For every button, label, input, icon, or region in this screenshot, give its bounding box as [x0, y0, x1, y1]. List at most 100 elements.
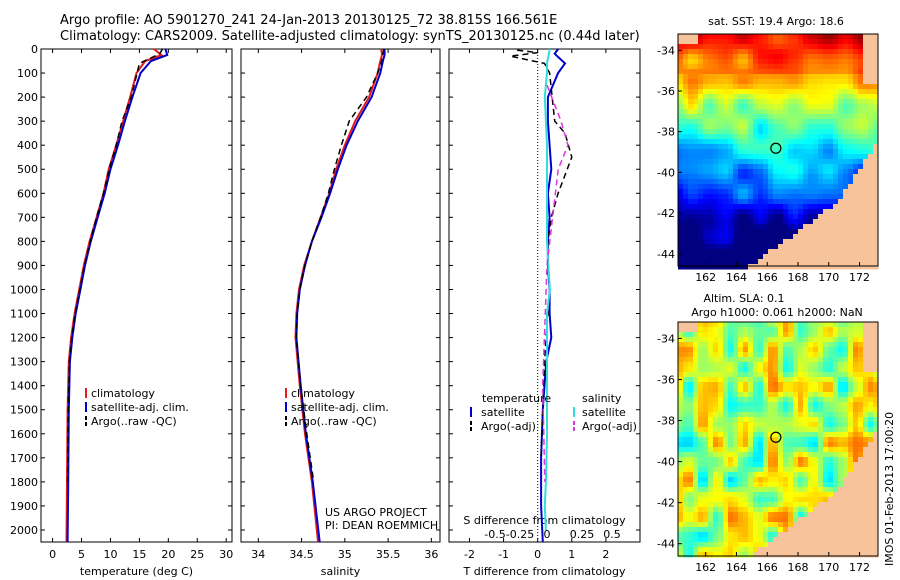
map-cell: [773, 154, 779, 160]
map-cell: [848, 44, 854, 50]
map-cell: [848, 482, 854, 488]
map-cell: [693, 129, 699, 135]
map-cell: [683, 342, 689, 348]
map-cell: [858, 224, 864, 230]
map-cell: [833, 542, 839, 548]
map-cell: [773, 542, 779, 548]
map-cell: [718, 69, 724, 75]
map-cell: [753, 249, 759, 255]
map-cell: [853, 452, 859, 458]
map-cell: [868, 542, 874, 548]
map-cell: [738, 407, 744, 413]
map-cell: [733, 164, 739, 170]
map-cell: [848, 104, 854, 110]
map-cell: [758, 49, 764, 55]
map-cell: [763, 39, 769, 45]
map-cell: [728, 104, 734, 110]
map-cell: [783, 512, 789, 518]
map-cell: [773, 552, 779, 558]
map-cell: [873, 184, 879, 190]
map-cell: [848, 194, 854, 200]
map-cell: [858, 552, 864, 558]
map-cell: [748, 49, 754, 55]
map-cell: [873, 249, 879, 255]
map-cell: [738, 497, 744, 503]
map-cell: [803, 332, 809, 338]
map-cell: [863, 259, 869, 265]
map-cell: [838, 447, 844, 453]
map-cell: [778, 59, 784, 65]
map-cell: [708, 342, 714, 348]
map-cell: [708, 119, 714, 125]
map-cell: [803, 184, 809, 190]
map-cell: [753, 184, 759, 190]
map-cell: [763, 357, 769, 363]
map-cell: [833, 179, 839, 185]
map-cell: [728, 129, 734, 135]
map-cell: [863, 467, 869, 473]
map-cell: [788, 472, 794, 478]
map-cell: [768, 39, 774, 45]
map-cell: [763, 327, 769, 333]
map-cell: [798, 492, 804, 498]
map-cell: [863, 144, 869, 150]
map-cell: [788, 332, 794, 338]
map-cell: [723, 219, 729, 225]
map-cell: [788, 382, 794, 388]
map-cell: [833, 457, 839, 463]
map-cell: [803, 49, 809, 55]
map-cell: [833, 239, 839, 245]
map-cell: [828, 64, 834, 70]
map-cell: [823, 512, 829, 518]
map-cell: [678, 194, 684, 200]
map-cell: [858, 64, 864, 70]
map-cell: [803, 477, 809, 483]
map-cell: [828, 249, 834, 255]
map-cell: [768, 492, 774, 498]
map-cell: [778, 69, 784, 75]
map-cell: [843, 99, 849, 105]
map-cell: [793, 372, 799, 378]
map-cell: [688, 407, 694, 413]
map-cell: [793, 189, 799, 195]
map-cell: [738, 84, 744, 90]
map-cell: [838, 537, 844, 543]
map-cell: [798, 104, 804, 110]
map-cell: [813, 139, 819, 145]
map-cell: [853, 552, 859, 558]
map-cell: [713, 357, 719, 363]
map-cell: [873, 144, 879, 150]
map-cell: [778, 84, 784, 90]
map-cell: [723, 522, 729, 528]
map-cell: [823, 367, 829, 373]
map-cell: [753, 402, 759, 408]
map-cell: [723, 194, 729, 200]
map-cell: [773, 164, 779, 170]
map-cell: [868, 219, 874, 225]
map-cell: [708, 114, 714, 120]
map-cell: [703, 417, 709, 423]
map-cell: [783, 44, 789, 50]
map-cell: [823, 412, 829, 418]
map-cell: [703, 69, 709, 75]
map-cell: [818, 244, 824, 250]
map-cell: [803, 417, 809, 423]
map-cell: [698, 159, 704, 165]
map-cell: [788, 542, 794, 548]
map-cell: [828, 462, 834, 468]
map-cell: [748, 407, 754, 413]
map-cell: [783, 327, 789, 333]
map-cell: [678, 497, 684, 503]
map-cell: [798, 477, 804, 483]
map-cell: [768, 497, 774, 503]
map-cell: [808, 114, 814, 120]
x-tick-label: 0: [534, 548, 541, 561]
map-cell: [813, 427, 819, 433]
map-cell: [823, 134, 829, 140]
map-cell: [848, 397, 854, 403]
map-cell: [793, 114, 799, 120]
map-cell: [748, 54, 754, 60]
map-cell: [713, 487, 719, 493]
map-cell: [698, 547, 704, 553]
map-cell: [758, 462, 764, 468]
